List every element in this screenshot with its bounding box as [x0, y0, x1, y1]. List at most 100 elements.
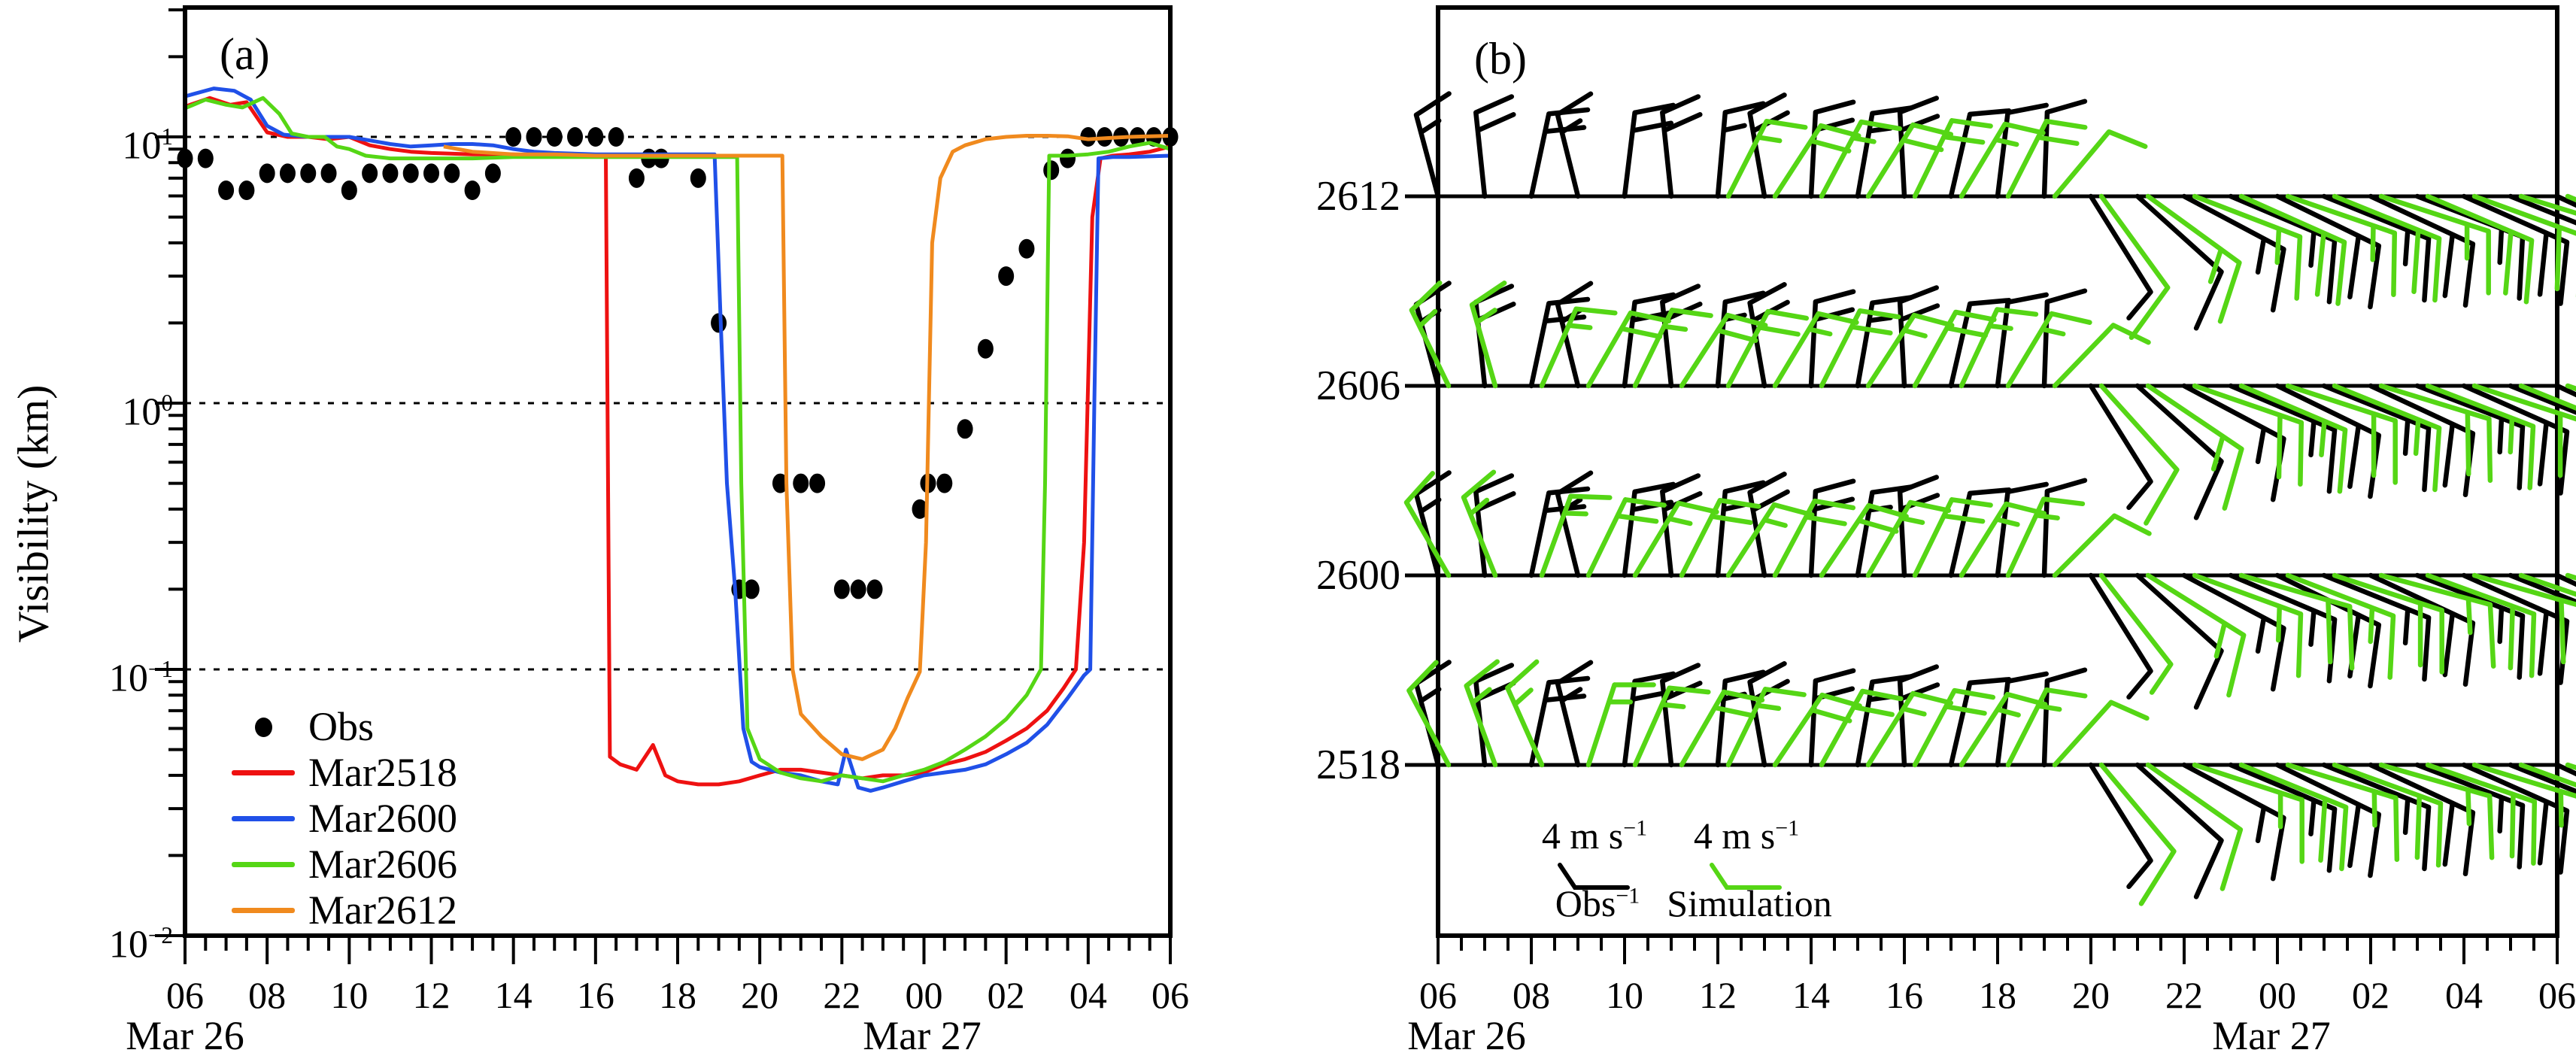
obs-wind-barb [2368, 193, 2476, 308]
obs-dot [833, 579, 850, 599]
sim-wind-barb [2052, 129, 2148, 199]
obs-wind-barb [2088, 383, 2153, 511]
obs-dot [320, 163, 337, 184]
y-tick-label: 100 [122, 390, 173, 434]
obs-dot [772, 473, 788, 493]
obs-wind-barb [2181, 193, 2286, 313]
obs-wind-barb [2321, 193, 2432, 303]
obs-dot [382, 163, 399, 184]
obs-dot [567, 127, 584, 147]
sim-wind-barb [2005, 118, 2088, 199]
run-row-label-2600: 2600 [1316, 552, 1400, 599]
obs-dot [587, 127, 604, 147]
sim-wind-barb [2238, 383, 2348, 494]
obs-wind-barb [1473, 94, 1516, 199]
sim-wind-barb [1912, 497, 1993, 578]
sim-barb-scale-label: 4 m s−1 [1694, 814, 1799, 857]
obs-dot [608, 127, 624, 147]
obs-wind-barb [2368, 762, 2476, 877]
sim-wind-barb [2378, 572, 2496, 669]
sim-wind-barb [2425, 383, 2536, 490]
obs-wind-barb [1897, 96, 1940, 199]
sim-wind-barb [1464, 659, 1500, 768]
x-tick-label: 14 [1792, 974, 1830, 1016]
y-tick-label: 10−2 [108, 922, 173, 966]
sim-wind-barb [2378, 762, 2495, 860]
x-tick-label: 02 [2352, 974, 2389, 1016]
obs-dot [505, 127, 522, 147]
scale-exp: −1 [1623, 815, 1648, 841]
obs-dot [341, 181, 357, 201]
x-tick-label: 06 [2538, 974, 2576, 1016]
obs-wind-barb [1555, 91, 1594, 199]
obs-dot [279, 163, 296, 184]
scale-text: 4 m s [1541, 815, 1624, 857]
sim-wind-barb [1409, 280, 1452, 389]
obs-dot [238, 181, 255, 201]
mar2600-line-swatch [232, 816, 295, 821]
obs-dot [300, 163, 317, 184]
sim-wind-barb [1819, 502, 1909, 578]
legend-name-text: Simulation [1667, 882, 1832, 924]
obs-wind-barb [2508, 193, 2576, 226]
mar2612-line-swatch [232, 908, 295, 913]
x-tick-label: 06 [1151, 974, 1189, 1016]
run-row-label-2518: 2518 [1316, 742, 1400, 788]
sim-wind-barb [1912, 687, 1996, 768]
obs-dot [444, 163, 460, 184]
obs-wind-barb [2554, 383, 2576, 398]
obs-dot [362, 163, 378, 184]
sim-wind-barb [1632, 685, 1711, 768]
sim-wind-barb [1912, 309, 1997, 389]
scale-exp: −1 [1775, 815, 1800, 841]
series-line-mar2612 [443, 134, 1171, 761]
legend-label: Mar2518 [308, 750, 457, 795]
x-tick-label: 22 [2165, 974, 2203, 1016]
obs-wind-barb [2274, 762, 2382, 878]
obs-dot [793, 473, 809, 493]
panel-b-label: (b) [1474, 34, 1527, 83]
obs-wind-barb [2414, 572, 2526, 680]
sim-wind-barb [2378, 193, 2491, 296]
x-tick-label: 20 [2072, 974, 2110, 1016]
x-tick-label: 10 [330, 974, 368, 1016]
sim-wind-barb [2471, 762, 2576, 828]
legend-item-obs: Obs [0, 702, 526, 751]
sim-wind-barb [2145, 762, 2244, 891]
y-tick-label: 10−1 [108, 656, 173, 700]
sim-wind-barb [2005, 687, 2088, 768]
obs-wind-barb [2088, 572, 2153, 700]
obs-wind-barb [2508, 383, 2576, 415]
x-tick-label: 00 [906, 974, 943, 1016]
sim-wind-barb [2145, 193, 2242, 324]
sim-wind-barb [2098, 572, 2174, 695]
obs-dot [850, 579, 866, 599]
sim-wind-barb [1679, 689, 1765, 768]
x-tick-label: 02 [988, 974, 1025, 1016]
sim-legend-barb-icon [1710, 863, 1782, 890]
x-tick-label: 04 [1070, 974, 1107, 1016]
sim-wind-barb [2425, 193, 2535, 305]
sim-wind-barb [1959, 307, 2039, 389]
sim-wind-barb [2192, 572, 2304, 678]
obs-dot [743, 579, 760, 599]
sim-wind-barb [2332, 383, 2442, 493]
sim-wind-barb [2098, 762, 2177, 906]
sim-wind-barb [2052, 699, 2150, 768]
sim-wind-barb [2285, 383, 2398, 485]
sim-wind-barb [1406, 660, 1452, 768]
sim-wind-barb [1679, 497, 1761, 578]
mar2518-line-swatch [232, 770, 295, 775]
x-tick-label: 06 [1419, 974, 1457, 1016]
obs-dot [809, 473, 826, 493]
obs-wind-barb [1555, 660, 1594, 768]
legend-item-mar2518: Mar2518 [0, 748, 526, 797]
sim-wind-barb [2471, 193, 2576, 298]
sim-wind-barb [1865, 690, 1954, 768]
mar2606-line-swatch [232, 862, 295, 867]
obs-wind-barb [1413, 91, 1452, 199]
obs-wind-barb [2554, 572, 2576, 587]
obs-wind-barb [2461, 383, 2570, 496]
